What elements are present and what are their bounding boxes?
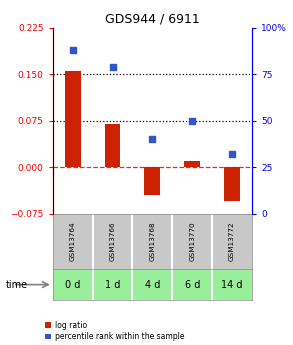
Text: time: time [6,280,28,289]
Legend: log ratio, percentile rank within the sample: log ratio, percentile rank within the sa… [45,321,184,341]
Point [150,137,155,142]
Bar [224,167,240,201]
Text: 6 d: 6 d [185,280,200,289]
Point [230,151,234,157]
Bar [184,161,200,167]
Text: 1 d: 1 d [105,280,120,289]
Text: 0 d: 0 d [65,280,80,289]
Point [190,118,195,124]
Text: 14 d: 14 d [221,280,243,289]
Bar [65,71,81,167]
Title: GDS944 / 6911: GDS944 / 6911 [105,12,200,25]
Text: GSM13764: GSM13764 [70,222,76,261]
Bar [105,124,120,167]
Point [110,64,115,69]
Text: 4 d: 4 d [145,280,160,289]
Text: GSM13772: GSM13772 [229,222,235,261]
Text: GSM13770: GSM13770 [189,222,195,261]
Text: GSM13766: GSM13766 [110,222,115,261]
Bar [144,167,160,195]
Point [70,47,75,53]
Text: GSM13768: GSM13768 [149,222,155,261]
